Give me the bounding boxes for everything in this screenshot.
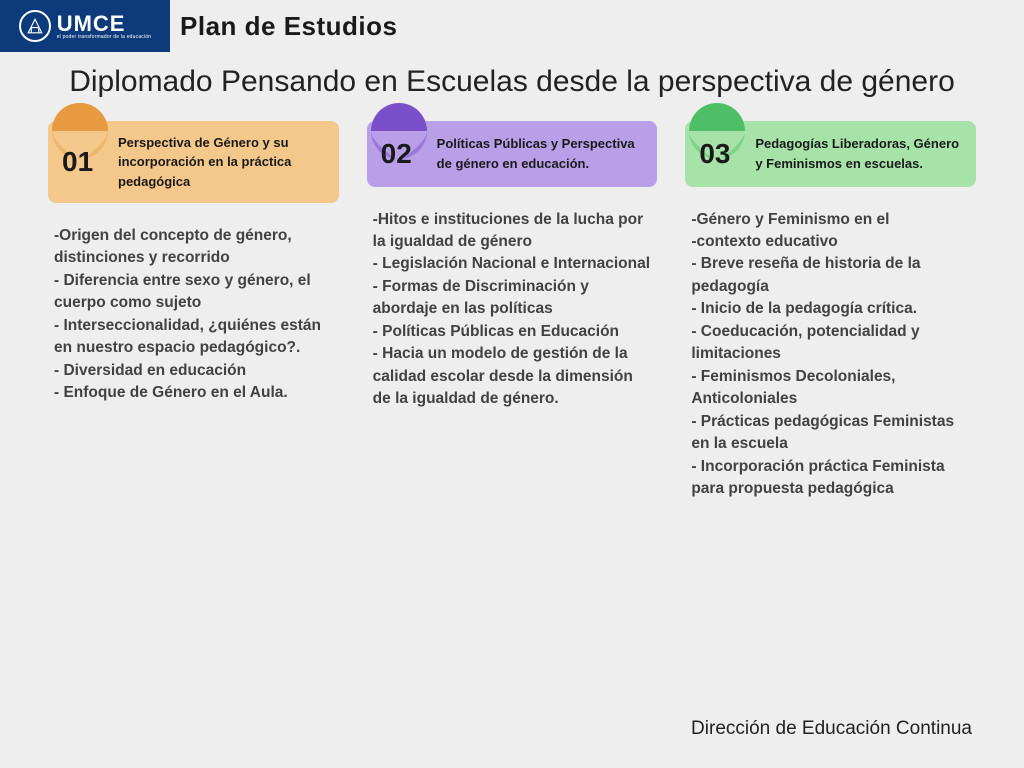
- list-item: - Feminismos Decoloniales, Anticoloniale…: [691, 366, 970, 411]
- header: UMCE el poder transformador de la educac…: [0, 0, 1024, 52]
- list-item: - Inicio de la pedagogía crítica.: [691, 298, 970, 320]
- module-number: 01: [62, 146, 93, 178]
- module-03: 03 Pedagogías Liberadoras, Género y Femi…: [685, 121, 976, 501]
- list-item: - Diferencia entre sexo y género, el cue…: [54, 270, 333, 315]
- list-item: - Políticas Públicas en Educación: [373, 321, 652, 343]
- list-item: - Interseccionalidad, ¿quiénes están en …: [54, 315, 333, 360]
- list-item: - Diversidad en educación: [54, 360, 333, 382]
- list-item: -contexto educativo: [691, 231, 970, 253]
- module-02: 02 Políticas Públicas y Perspectiva de g…: [367, 121, 658, 501]
- module-header: 03 Pedagogías Liberadoras, Género y Femi…: [685, 121, 976, 187]
- list-item: - Coeducación, potencialidad y limitacio…: [691, 321, 970, 366]
- list-item: -Origen del concepto de género, distinci…: [54, 225, 333, 270]
- module-header: 01 Perspectiva de Género y su incorporac…: [48, 121, 339, 204]
- list-item: - Incorporación práctica Feminista para …: [691, 456, 970, 501]
- list-item: - Breve reseña de historia de la pedagog…: [691, 253, 970, 298]
- list-item: - Prácticas pedagógicas Feministas en la…: [691, 411, 970, 456]
- module-title: Perspectiva de Género y su incorporación…: [118, 133, 327, 192]
- list-item: -Género y Feminismo en el: [691, 209, 970, 231]
- logo-text: UMCE: [57, 13, 152, 35]
- module-body: -Género y Feminismo en el-contexto educa…: [685, 187, 976, 501]
- page-title: Diplomado Pensando en Escuelas desde la …: [0, 62, 1024, 103]
- modules-row: 01 Perspectiva de Género y su incorporac…: [0, 103, 1024, 501]
- logo-block: UMCE el poder transformador de la educac…: [0, 0, 170, 52]
- module-header: 02 Políticas Públicas y Perspectiva de g…: [367, 121, 658, 187]
- list-item: -Hitos e instituciones de la lucha por l…: [373, 209, 652, 254]
- list-item: - Enfoque de Género en el Aula.: [54, 382, 333, 404]
- list-item: - Hacia un modelo de gestión de la calid…: [373, 343, 652, 410]
- logo-seal-icon: [19, 10, 51, 42]
- module-01: 01 Perspectiva de Género y su incorporac…: [48, 121, 339, 501]
- plan-label: Plan de Estudios: [180, 11, 398, 42]
- module-title: Políticas Públicas y Perspectiva de géne…: [437, 134, 646, 173]
- module-body: -Origen del concepto de género, distinci…: [48, 203, 339, 405]
- logo-subtext: el poder transformador de la educación: [57, 35, 152, 40]
- list-item: - Legislación Nacional e Internacional: [373, 253, 652, 275]
- module-number: 03: [699, 138, 730, 170]
- module-title: Pedagogías Liberadoras, Género y Feminis…: [755, 134, 964, 173]
- module-number: 02: [381, 138, 412, 170]
- module-body: -Hitos e instituciones de la lucha por l…: [367, 187, 658, 411]
- footer-text: Dirección de Educación Continua: [691, 718, 972, 740]
- list-item: - Formas de Discriminación y abordaje en…: [373, 276, 652, 321]
